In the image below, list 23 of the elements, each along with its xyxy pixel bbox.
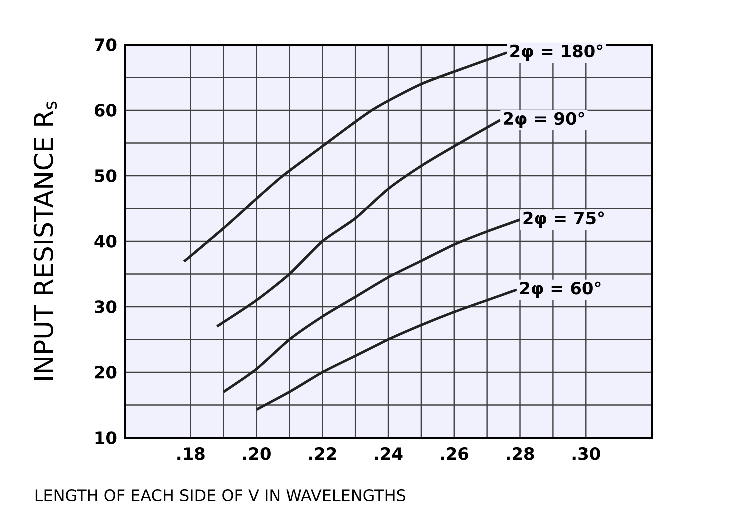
x-tick-label: .28 — [506, 447, 534, 460]
y-tick-label: 20 — [95, 366, 117, 379]
x-axis-title: LENGTH OF EACH SIDE OF V IN WAVELENGTHS — [36, 490, 406, 502]
y-tick-label: 70 — [95, 38, 117, 52]
y-tick-label: 50 — [95, 170, 117, 182]
y-tick-label: 10 — [96, 432, 117, 444]
x-tick-label: .20 — [243, 447, 271, 460]
x-tick-label: .24 — [375, 447, 403, 460]
x-tick-label: .18 — [178, 447, 205, 460]
x-tick-label: .30 — [572, 447, 600, 460]
series-label: 2φ = 75° — [524, 212, 604, 228]
line-series — [222, 218, 522, 394]
y-tick-label: 40 — [94, 235, 117, 248]
x-tick-label: .22 — [309, 447, 336, 460]
series-label: 2φ = 180° — [510, 44, 603, 61]
line-series — [216, 119, 502, 328]
y-tick-label: 30 — [95, 300, 117, 314]
y-tick-label: 60 — [94, 104, 117, 117]
line-series — [255, 288, 518, 412]
x-tick-label: .26 — [441, 447, 468, 460]
series-label: 2φ = 60° — [520, 282, 601, 298]
y-axis-title: INPUT RESISTANCE R$_{s}$ — [34, 102, 58, 380]
series-label: 2φ = 90° — [504, 112, 584, 128]
